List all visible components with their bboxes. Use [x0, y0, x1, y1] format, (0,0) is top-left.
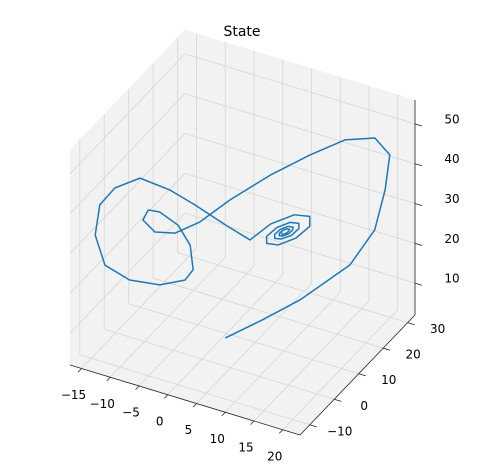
grid-line: [184, 212, 416, 284]
tick-mark: [414, 163, 423, 167]
tick-mark: [77, 368, 82, 373]
grid-line: [167, 274, 284, 396]
tick-mark: [407, 322, 415, 326]
grid-line: [104, 328, 335, 400]
grid-line: [184, 93, 416, 165]
grid-line: [69, 133, 186, 254]
grid-line: [253, 300, 370, 422]
grid-line: [79, 354, 310, 426]
tick-mark: [192, 403, 197, 408]
grid-line: [81, 248, 197, 369]
grid-line: [128, 303, 359, 375]
grid-line: [184, 172, 416, 244]
grid-line: [109, 256, 226, 378]
x-tick-label: −15: [61, 388, 86, 402]
y-tick-label: 10: [381, 373, 396, 387]
tick-mark: [358, 373, 366, 377]
z-tick-label: 20: [444, 232, 459, 246]
x-tick-label: 20: [267, 449, 282, 463]
x-tick-label: 0: [156, 414, 164, 428]
grid-line: [177, 252, 408, 324]
chart-title: State: [223, 24, 260, 40]
tick-mark: [414, 203, 423, 207]
grid-line: [224, 291, 341, 413]
x-tick-label: −5: [122, 406, 140, 420]
tick-mark: [414, 282, 423, 286]
y-tick-label: 0: [360, 399, 368, 413]
tick-mark: [135, 385, 140, 390]
z-tick-label: 50: [444, 112, 459, 126]
x-tick-label: 15: [238, 441, 253, 455]
tick-mark: [383, 347, 391, 351]
y-tick-label: 20: [406, 348, 421, 362]
grid-line: [69, 173, 186, 294]
grid-line: [184, 53, 416, 125]
tick-mark: [334, 398, 342, 402]
tick-mark: [250, 420, 255, 425]
y-axis: [299, 314, 416, 436]
z-tick-label: 10: [444, 272, 459, 286]
y-tick-label: 30: [430, 322, 445, 336]
tick-mark: [309, 424, 317, 428]
x-tick-label: −10: [90, 397, 115, 411]
z-tick-label: 40: [444, 152, 459, 166]
trajectory-line: [94, 137, 391, 339]
tick-mark: [221, 411, 226, 417]
tick-mark: [414, 242, 423, 246]
tick-mark: [106, 376, 111, 382]
tick-mark: [164, 394, 169, 399]
grid-line: [282, 309, 399, 431]
grid-line: [153, 277, 384, 349]
tick-mark: [414, 123, 423, 127]
x-tick-label: 5: [185, 423, 193, 437]
grid-line: [184, 133, 416, 204]
grid-line: [69, 93, 186, 214]
grid-line: [69, 53, 186, 175]
x-axis: [69, 364, 301, 436]
y-tick-label: −10: [327, 424, 352, 438]
grid-line: [138, 265, 255, 387]
z-tick-label: 30: [444, 192, 459, 206]
x-tick-label: 10: [210, 432, 225, 446]
tick-mark: [279, 429, 284, 434]
